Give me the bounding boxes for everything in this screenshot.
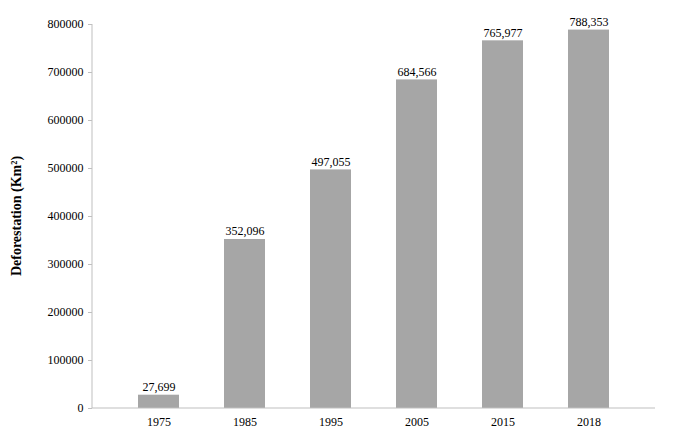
svg-text:1975: 1975 bbox=[147, 415, 171, 429]
svg-text:2005: 2005 bbox=[405, 415, 429, 429]
svg-text:400000: 400000 bbox=[48, 209, 84, 223]
svg-text:2018: 2018 bbox=[577, 415, 601, 429]
svg-text:2015: 2015 bbox=[491, 415, 515, 429]
svg-text:1985: 1985 bbox=[233, 415, 257, 429]
svg-text:1995: 1995 bbox=[319, 415, 343, 429]
svg-text:100000: 100000 bbox=[48, 353, 84, 367]
svg-text:352,096: 352,096 bbox=[226, 224, 265, 238]
svg-text:500000: 500000 bbox=[48, 161, 84, 175]
svg-text:300000: 300000 bbox=[48, 257, 84, 271]
svg-text:800000: 800000 bbox=[48, 17, 84, 31]
svg-text:27,699: 27,699 bbox=[143, 380, 176, 394]
svg-text:497,055: 497,055 bbox=[312, 155, 351, 169]
svg-text:600000: 600000 bbox=[48, 113, 84, 127]
svg-text:200000: 200000 bbox=[48, 305, 84, 319]
svg-text:0: 0 bbox=[78, 401, 84, 415]
svg-text:765,977: 765,977 bbox=[484, 26, 523, 40]
svg-text:Deforestation (Km²): Deforestation (Km²) bbox=[9, 156, 25, 277]
svg-text:684,566: 684,566 bbox=[398, 65, 437, 79]
svg-text:700000: 700000 bbox=[48, 65, 84, 79]
svg-text:788,353: 788,353 bbox=[570, 15, 609, 29]
